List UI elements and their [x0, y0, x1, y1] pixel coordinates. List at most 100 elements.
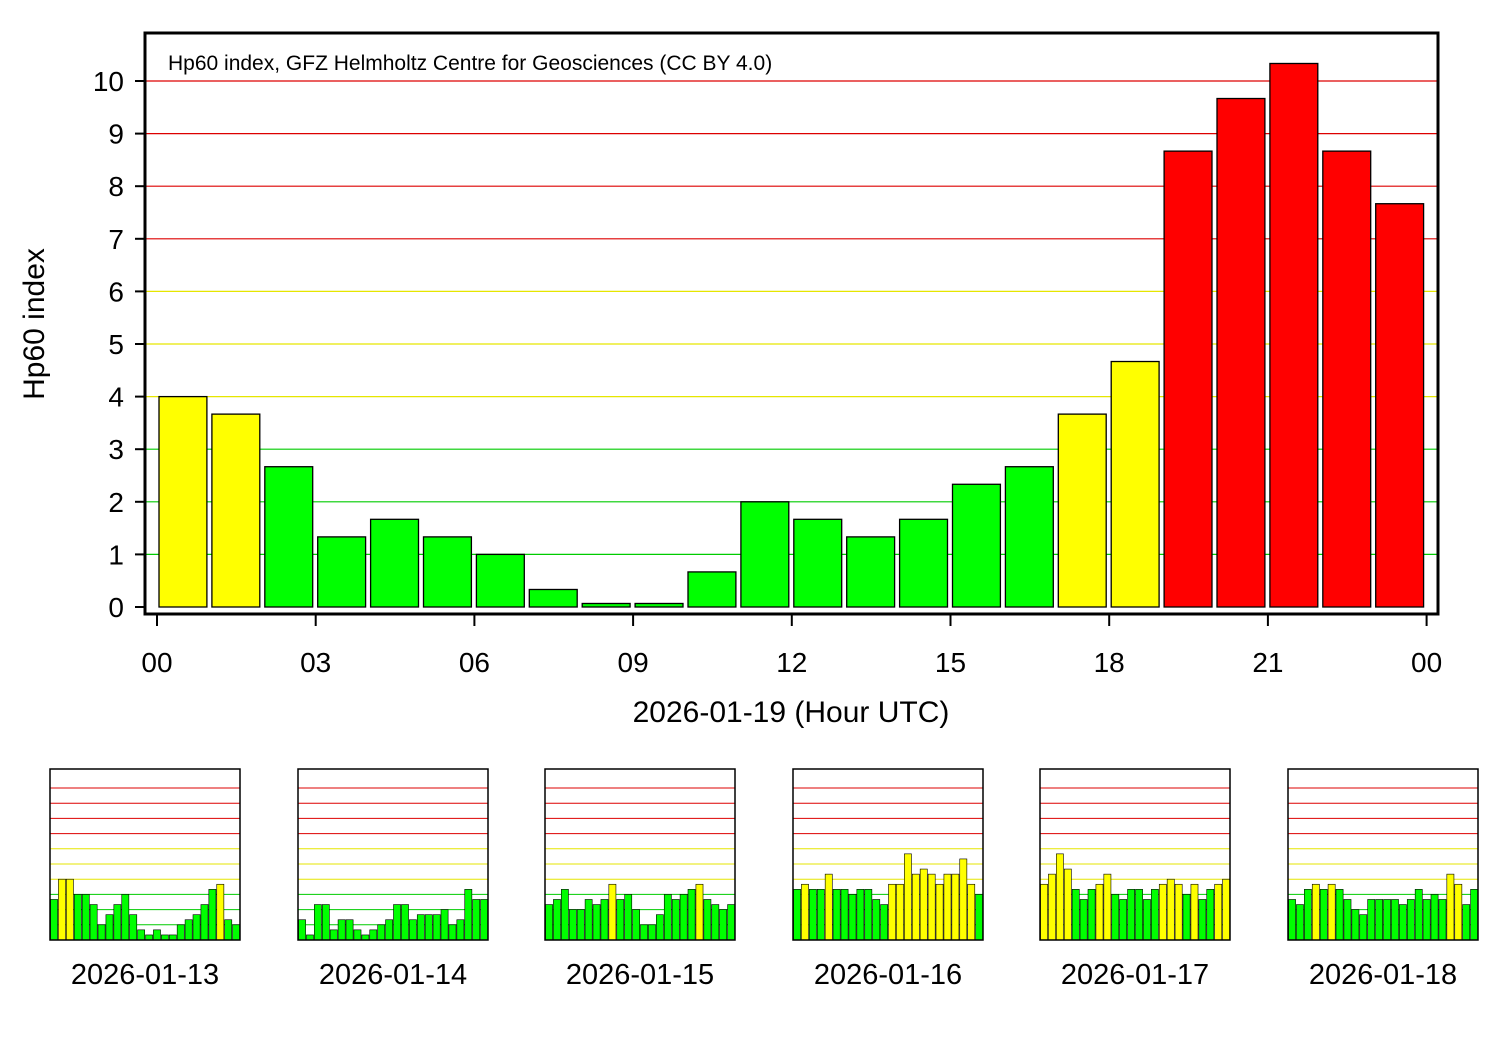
mini-bar-20 — [208, 889, 217, 941]
mini-bar-16 — [1414, 889, 1423, 941]
mini-bar-6 — [1335, 889, 1344, 941]
mini-bar-8 — [856, 889, 865, 941]
mini-bar-3 — [568, 909, 577, 941]
mini-bar-4 — [1071, 889, 1080, 941]
mini-bar-9 — [369, 929, 378, 941]
mini-bar-18 — [935, 883, 944, 941]
y-tick-label-6: 6 — [108, 276, 124, 307]
mini-bar-12 — [393, 904, 401, 941]
mini-bar-9 — [1111, 894, 1120, 941]
mini-bar-18 — [1182, 894, 1191, 941]
bar-hour-22 — [1322, 150, 1372, 608]
mini-bar-0 — [1040, 883, 1048, 941]
mini-bar-11 — [1375, 899, 1384, 941]
y-tick-label-2: 2 — [108, 487, 124, 518]
mini-bar-2 — [1056, 853, 1064, 941]
mini-bar-12 — [1135, 889, 1143, 941]
day-label: 2026-01-13 — [71, 959, 219, 991]
mini-bar-7 — [848, 894, 857, 941]
mini-bar-2 — [1304, 889, 1312, 941]
mini-bar-15 — [911, 873, 920, 941]
mini-bar-8 — [113, 904, 122, 941]
bar-hour-12 — [793, 518, 843, 608]
mini-bar-8 — [361, 934, 370, 941]
bar-hour-13 — [846, 536, 896, 608]
x-axis-title: 2026-01-19 (Hour UTC) — [633, 696, 950, 729]
mini-bar-11 — [137, 929, 145, 941]
mini-bar-1 — [1048, 873, 1056, 941]
mini-bar-0 — [793, 889, 801, 941]
mini-bar-0 — [298, 919, 306, 941]
x-tick-label-1: 03 — [300, 647, 331, 678]
day-panel-2026-01-14: 2026-01-14 — [297, 768, 489, 991]
mini-bar-23 — [232, 924, 240, 941]
mini-bar-23 — [727, 904, 735, 941]
bar-hour-02 — [264, 466, 314, 608]
mini-frame — [1287, 768, 1479, 941]
bar-hour-10 — [687, 571, 737, 608]
mini-bar-1 — [58, 878, 66, 941]
mini-bar-9 — [616, 899, 625, 941]
mini-bar-1 — [1296, 904, 1304, 941]
mini-frame — [1039, 768, 1231, 941]
mini-bar-16 — [424, 914, 433, 941]
mini-bar-5 — [1327, 883, 1336, 941]
mini-bar-8 — [1103, 873, 1112, 941]
mini-bar-7 — [353, 929, 362, 941]
y-tick-label-8: 8 — [108, 171, 124, 202]
bar-hour-06 — [475, 553, 525, 608]
mini-bar-20 — [456, 919, 465, 941]
mini-bar-14 — [656, 914, 664, 941]
mini-bar-18 — [687, 889, 696, 941]
mini-bar-20 — [1446, 873, 1455, 941]
mini-bar-6 — [840, 889, 849, 941]
day-panel-2026-01-13: 2026-01-13 — [49, 768, 241, 991]
mini-bar-16 — [919, 868, 928, 941]
mini-bar-6 — [97, 924, 106, 941]
mini-bar-3 — [321, 904, 330, 941]
mini-bar-5 — [1079, 899, 1088, 941]
mini-bar-4 — [1319, 889, 1328, 941]
mini-bar-15 — [663, 894, 672, 941]
y-tick-label-9: 9 — [108, 119, 124, 150]
x-tick-label-7: 21 — [1252, 647, 1283, 678]
mini-frame — [49, 768, 241, 941]
mini-bar-15 — [1406, 899, 1415, 941]
mini-bar-21 — [959, 858, 968, 941]
mini-bar-14 — [904, 853, 912, 941]
mini-bar-18 — [1430, 894, 1439, 941]
mini-bar-3 — [816, 889, 825, 941]
mini-bar-21 — [711, 904, 720, 941]
mini-frame — [792, 768, 984, 941]
mini-bar-13 — [896, 883, 904, 941]
bar-hour-01 — [211, 413, 261, 608]
x-axis: 00 03 06 09 12 15 18 21 00 — [141, 614, 1442, 678]
mini-bar-11 — [1127, 889, 1136, 941]
mini-bar-22 — [967, 883, 976, 941]
mini-bar-23 — [975, 894, 983, 941]
y-tick-label-10: 10 — [93, 66, 124, 97]
bar-hour-15 — [951, 483, 1002, 608]
mini-bar-18 — [192, 914, 201, 941]
mini-bar-2 — [66, 878, 74, 941]
x-tick-label-5: 15 — [935, 647, 966, 678]
y-tick-label-7: 7 — [108, 224, 124, 255]
bar-hour-17 — [1057, 413, 1107, 608]
mini-bar-12 — [888, 883, 896, 941]
mini-bar-7 — [1095, 883, 1104, 941]
y-tick-label-3: 3 — [108, 434, 124, 465]
mini-bar-1 — [306, 934, 314, 941]
day-panel-2026-01-16: 2026-01-16 — [792, 768, 984, 991]
day-label: 2026-01-16 — [814, 959, 962, 991]
mini-bar-10 — [129, 914, 138, 941]
mini-bar-21 — [1206, 889, 1215, 941]
mini-bar-0 — [1288, 899, 1296, 941]
bar-hour-04 — [369, 518, 420, 608]
day-label: 2026-01-14 — [319, 959, 467, 991]
x-tick-label-0: 00 — [141, 647, 172, 678]
mini-bar-0 — [50, 899, 58, 941]
mini-bar-8 — [608, 883, 617, 941]
mini-bar-22 — [719, 909, 728, 941]
mini-bar-19 — [1438, 899, 1447, 941]
bar-hour-21 — [1269, 62, 1319, 608]
